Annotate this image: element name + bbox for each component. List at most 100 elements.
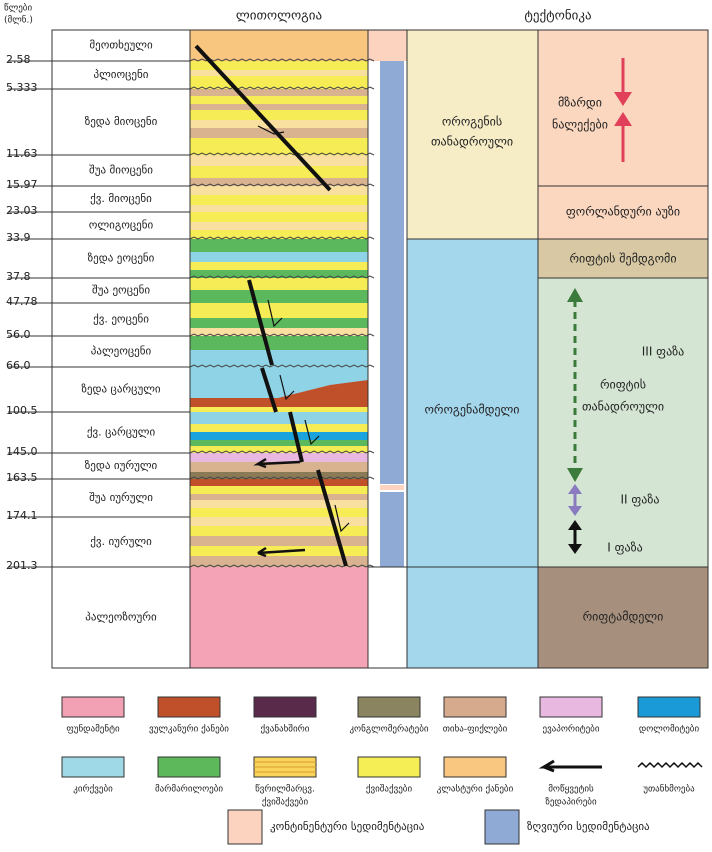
tectonic-label: III ფაზა: [642, 345, 685, 359]
lithology-layer: [190, 424, 368, 432]
stage-name: ქვ. ცარცული: [87, 426, 156, 439]
legend-label: დოლომიტები: [639, 724, 700, 735]
lithology-layer: [190, 155, 368, 166]
legend-swatch: [158, 757, 220, 777]
basement: [190, 567, 368, 668]
legend-label: ვულკანური ქანები: [149, 724, 229, 735]
legend-label: ფუნდამენტი: [66, 724, 120, 735]
stage-name: პალეოცენი: [91, 345, 152, 358]
tectonic-label: I ფაზა: [607, 541, 642, 555]
lithology-layer: [190, 212, 368, 222]
legend-swatch: [638, 697, 700, 717]
legend-label: ქვანახშირი: [261, 724, 310, 735]
pre-orogenic-zone: [407, 239, 538, 668]
lithology-layer: [190, 239, 368, 252]
legend-label: ზღვიური სედიმენტაცია: [527, 820, 650, 833]
legend-label: ზედაპირები: [545, 797, 597, 808]
legend-label: კირქვები: [73, 784, 113, 795]
lithology-layer: [190, 104, 368, 110]
lithology-layer: [190, 407, 368, 412]
stage-name: ქვ. მიოცენი: [90, 192, 152, 205]
lithology-layer: [190, 500, 368, 508]
tectonic-label: თანადროული: [431, 135, 513, 149]
lithology-layer: [190, 186, 368, 195]
legend-swatch: [485, 810, 519, 844]
age-label: 100.5: [6, 404, 38, 417]
lithology-layer: [190, 290, 368, 303]
legend-swatch: [358, 697, 420, 717]
lithology-layer: [190, 120, 368, 128]
stage-name: შუა მიოცენი: [89, 164, 153, 177]
stage-name: პლიოცენი: [94, 68, 149, 81]
tectonic-label: II ფაზა: [621, 493, 660, 507]
tectonic-label: მზარდი: [558, 96, 602, 110]
tectonic-label: ოროგენის: [442, 115, 502, 129]
lithology-layer: [190, 195, 368, 205]
lithology-layer: [190, 432, 368, 440]
lithology-layer: [190, 336, 368, 350]
stage-name: ზედა იურული: [85, 459, 158, 472]
lithology-layer: [190, 89, 368, 96]
stage-name: ოლიგოცენი: [89, 219, 154, 232]
legend-arrow: [544, 761, 602, 771]
age-label: 23.03: [6, 204, 38, 217]
lithology-layer: [190, 205, 368, 212]
tectonic-label: ნალექები: [552, 118, 608, 132]
lithology-layer: [190, 486, 368, 494]
legend-swatch: [444, 757, 506, 777]
legend-swatch: [254, 697, 316, 717]
tectonic-label: რიფტის შემდგომი: [569, 252, 676, 266]
stage-name: ზედა მიოცენი: [85, 115, 158, 128]
age-label: 5.333: [6, 81, 38, 94]
lithology-layer: [190, 76, 368, 89]
lithology-column: [190, 30, 374, 567]
continental-band: [368, 30, 407, 61]
legend-label: კონტინენტური სედიმენტაცია: [270, 820, 425, 833]
legend-swatch: [228, 810, 262, 844]
legend-label: მოწყვეტის: [548, 784, 594, 795]
legend-wave: [638, 763, 702, 767]
stage-name: ქვ. ეოცენი: [93, 313, 149, 326]
lithology-layer: [190, 440, 368, 446]
legend-label: უთანხმოება: [643, 784, 695, 795]
age-header: წლები: [4, 3, 32, 14]
stage-name: პალეოზოური: [85, 611, 157, 624]
continental-band: [380, 485, 404, 490]
stage-name: შუა იურული: [89, 491, 153, 504]
age-label: 56.0: [6, 328, 31, 341]
lithology-layer: [190, 96, 368, 104]
lithology-layer: [190, 138, 368, 155]
age-label: 66.0: [6, 359, 31, 372]
age-label: 163.5: [6, 471, 38, 484]
lithology-layer: [190, 262, 368, 270]
stage-name: ზედა ცარცული: [81, 383, 161, 396]
lithology-layer: [190, 30, 368, 61]
marine-band: [380, 492, 404, 567]
stage-name: ქვ. იურული: [90, 535, 152, 548]
age-label: 145.0: [6, 445, 38, 458]
tectonic-label: რიფტის: [600, 378, 646, 392]
lithology-layer: [190, 252, 368, 262]
legend-swatch: [540, 697, 602, 717]
legend-swatch: [158, 697, 220, 717]
lithology-layer: [190, 412, 368, 424]
lithology-layer: [190, 110, 368, 120]
legend-label: ქვიშაქვები: [366, 784, 413, 795]
legend-label: ევაპორიტები: [543, 724, 600, 735]
legend-swatch: [444, 697, 506, 717]
lithology-layer: [190, 166, 368, 178]
syn-rift-zone: [538, 278, 708, 567]
lithology-layer: [190, 278, 368, 290]
age-label: 2.58: [6, 53, 31, 66]
age-label: 15.97: [6, 178, 38, 191]
legend-label: წვრილმარცვ.: [255, 784, 315, 795]
legend-swatch: [358, 757, 420, 777]
age-label: 33.9: [6, 231, 31, 244]
age-label: 11.63: [6, 147, 38, 160]
legend-swatch: [62, 697, 124, 717]
legend-label: კონგლომერატები: [349, 724, 428, 735]
age-header: (მლნ.): [4, 15, 33, 26]
tectonic-label: ფორლანდური აუზი: [566, 205, 680, 219]
marine-band: [380, 61, 404, 484]
age-label: 201.3: [6, 559, 38, 572]
